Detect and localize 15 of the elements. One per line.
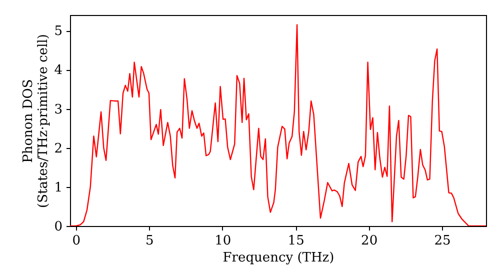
- y-tick-label: 2: [54, 141, 62, 156]
- x-tick-label: 15: [288, 234, 304, 248]
- x-axis-title: Frequency (THz): [222, 250, 334, 266]
- y-tick-label: 1: [54, 180, 62, 196]
- y-tick-label: 0: [54, 220, 62, 234]
- line-series: [70, 24, 486, 226]
- y-axis-title: Phonon DOS (States/THz·primitive cell): [21, 34, 52, 208]
- y-tick-label: 4: [54, 63, 62, 78]
- x-tick-label: 5: [145, 234, 154, 248]
- x-tick-label: 20: [361, 234, 378, 248]
- x-tick-label: 0: [72, 234, 80, 248]
- y-tick-label: 5: [54, 24, 62, 40]
- x-tick-label: 25: [434, 234, 451, 248]
- y-tick-label: 3: [54, 102, 62, 118]
- x-tick-label: 10: [214, 234, 232, 248]
